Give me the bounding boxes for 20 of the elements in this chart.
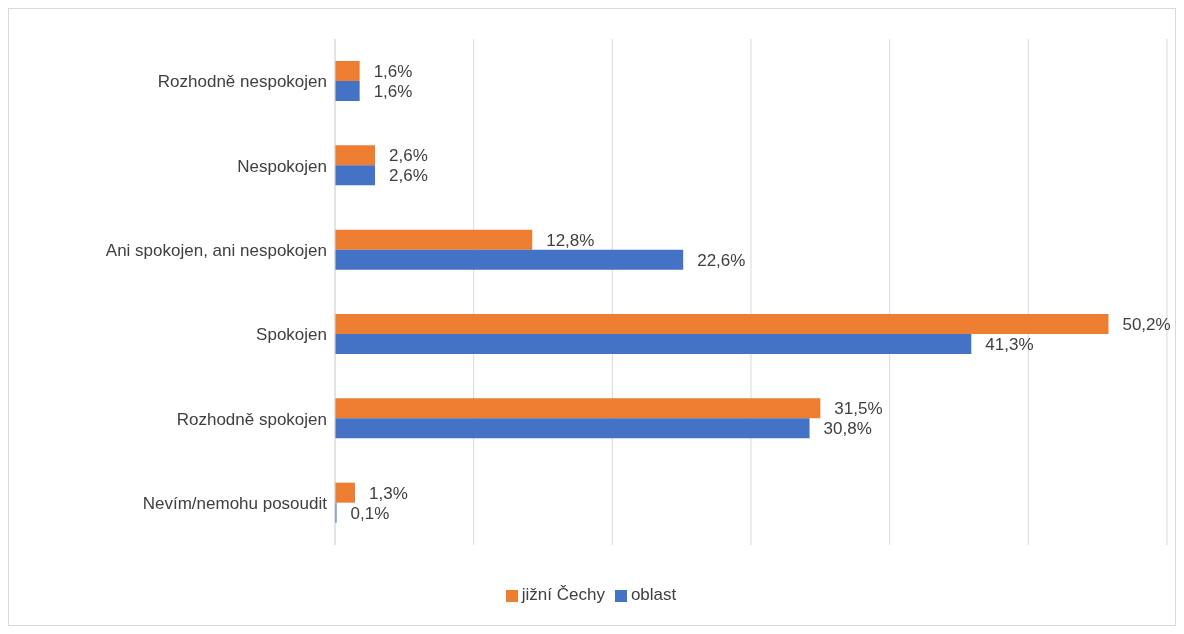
y-tick-label: Rozhodně spokojen [176, 409, 327, 429]
data-label: 2,6% [389, 146, 428, 166]
legend-label: oblast [630, 585, 677, 604]
y-tick-label: Ani spokojen, ani nespokojen [105, 240, 327, 260]
data-label: 12,8% [546, 230, 595, 250]
y-tick-label: Rozhodně nespokojen [157, 72, 327, 92]
data-label: 31,5% [834, 399, 883, 419]
data-label: 1,6% [373, 62, 413, 82]
data-label: 41,3% [985, 335, 1034, 355]
legend-label: jižní Čechy [521, 585, 605, 604]
y-tick-label: Nevím/nemohu posoudit [142, 493, 328, 513]
data-label: 1,3% [369, 483, 408, 503]
data-label: 0,1% [350, 503, 390, 523]
data-label: 30,8% [823, 419, 872, 439]
data-label: 22,6% [697, 250, 746, 270]
y-tick-label: Nespokojen [237, 156, 327, 176]
data-label: 2,6% [389, 166, 428, 186]
data-label: 50,2% [1122, 315, 1171, 335]
y-tick-label: Spokojen [256, 325, 327, 345]
data-label: 1,6% [373, 82, 413, 102]
